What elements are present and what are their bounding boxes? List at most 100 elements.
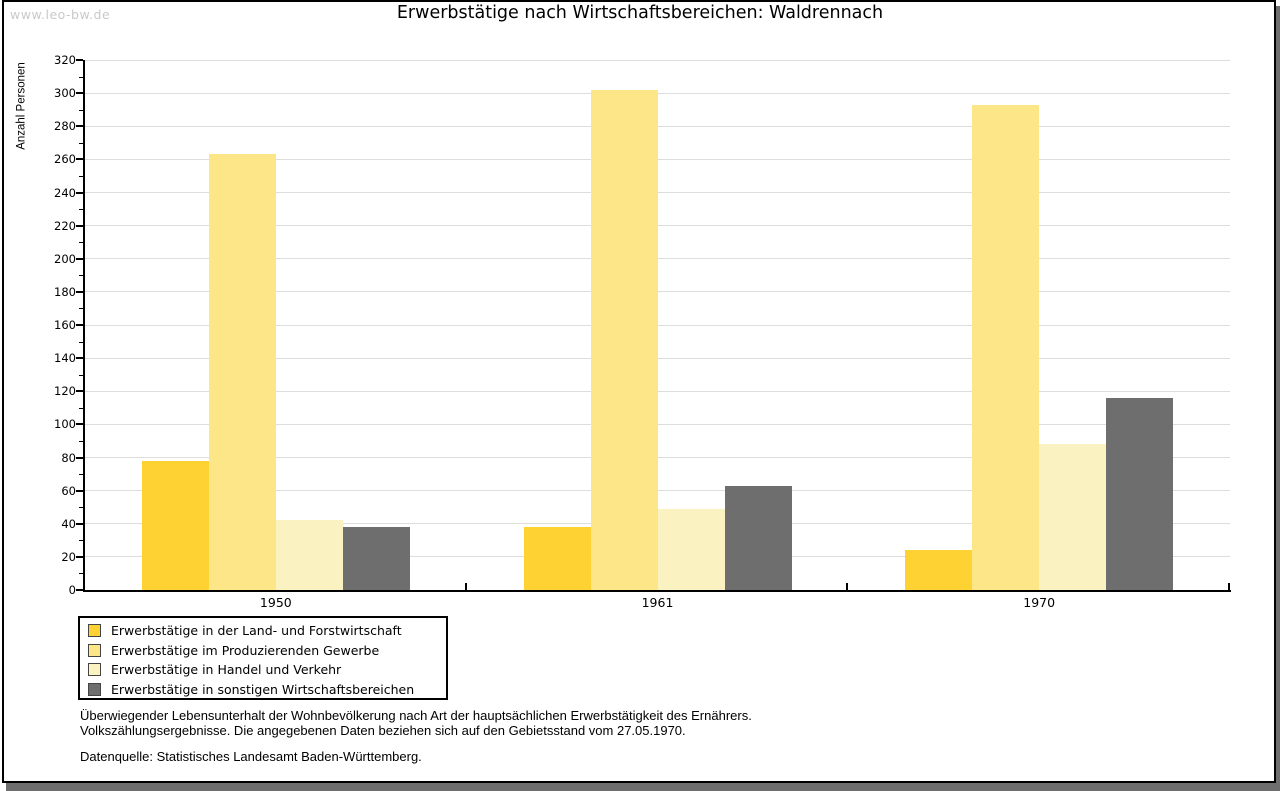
- gridline: [85, 192, 1230, 193]
- gridline: [85, 357, 1230, 359]
- y-minor-tick: [79, 308, 84, 310]
- legend-swatch-3: [88, 663, 101, 677]
- x-category-label-1950: 1950: [259, 595, 292, 610]
- y-major-tick: [76, 257, 83, 260]
- bar-1950-series3: [275, 520, 343, 590]
- gridline: [85, 490, 1230, 492]
- y-major-tick: [76, 191, 83, 194]
- bar-chart: Anzahl Personen 0 20 40 60 80 100 120 140 160 180…: [15, 53, 1231, 610]
- legend-label-2: Erwerbstätige im Produzierenden Gewerbe: [111, 642, 380, 658]
- footnote-line-1: Überwiegender Lebensunterhalt der Wohnbe…: [80, 708, 752, 723]
- bar-1961-series4: [724, 485, 792, 590]
- y-major-tick: [76, 456, 83, 459]
- y-tick-label: 300: [54, 86, 76, 101]
- y-major-tick: [76, 522, 83, 525]
- y-tick-label: 120: [54, 384, 76, 399]
- y-major-tick: [76, 324, 83, 326]
- bar-1970-series4: [1106, 397, 1174, 590]
- gridline: [85, 225, 1230, 227]
- y-major-tick: [76, 158, 83, 161]
- gridline: [85, 390, 1230, 392]
- chart-legend: Erwerbstätige in der Land- und Forstwirt…: [78, 616, 448, 700]
- x-category-label-1961: 1961: [641, 595, 674, 610]
- gridline: [85, 125, 1230, 127]
- y-tick-label: 80: [61, 450, 76, 465]
- gridline: [85, 59, 1230, 61]
- legend-item-3: Erwerbstätige in Handel und Verkehr: [80, 660, 446, 680]
- y-major-tick: [76, 555, 83, 558]
- bar-1961-series3: [657, 508, 725, 590]
- gridline: [85, 158, 1230, 160]
- bar-1961-series2: [590, 89, 658, 590]
- y-tick-label: 140: [54, 351, 76, 366]
- y-minor-tick: [79, 374, 84, 376]
- page-title: Erwerbstätige nach Wirtschaftsbereichen:…: [396, 3, 884, 23]
- y-minor-tick: [79, 275, 84, 277]
- legend-item-4: Erwerbstätige in sonstigen Wirtschaftsbe…: [80, 680, 446, 700]
- y-major-tick: [76, 589, 83, 591]
- y-tick-label: 260: [54, 152, 76, 167]
- y-major-tick: [76, 92, 83, 95]
- y-tick-label: 60: [61, 483, 76, 498]
- legend-swatch-2: [88, 643, 101, 657]
- y-tick-label: 200: [54, 251, 76, 266]
- y-tick-label: 0: [68, 583, 76, 597]
- legend-swatch-4: [88, 682, 101, 696]
- y-major-tick: [76, 390, 83, 393]
- bar-1950-series1: [141, 460, 209, 590]
- y-minor-tick: [79, 407, 84, 409]
- y-tick-label: 100: [54, 417, 76, 432]
- gridline: [85, 258, 1230, 260]
- y-tick-label: 220: [54, 218, 76, 233]
- y-tick-label: 40: [61, 516, 76, 531]
- legend-swatch-1: [88, 624, 101, 638]
- watermark: www.leo-bw.de: [10, 7, 111, 22]
- x-boundary-tick: [846, 583, 849, 590]
- y-minor-tick: [79, 474, 84, 476]
- x-boundary-tick: [83, 583, 85, 590]
- y-minor-tick: [79, 142, 84, 144]
- y-major-tick: [76, 125, 83, 128]
- legend-label-4: Erwerbstätige in sonstigen Wirtschaftsbe…: [111, 681, 415, 697]
- y-minor-tick: [79, 76, 84, 78]
- y-minor-tick: [79, 540, 84, 542]
- y-major-tick: [76, 357, 83, 360]
- x-category-label-1970: 1970: [1023, 595, 1056, 610]
- y-major-tick: [76, 224, 83, 227]
- data-source-text: Datenquelle: Statistisches Landesamt Bad…: [80, 749, 422, 764]
- y-minor-tick: [79, 341, 84, 343]
- y-minor-tick: [79, 573, 84, 575]
- y-axis-line: [83, 60, 85, 592]
- bar-1970-series3: [1039, 444, 1107, 590]
- legend-item-2: Erwerbstätige im Produzierenden Gewerbe: [80, 641, 446, 661]
- y-tick-label: 320: [54, 53, 76, 67]
- bar-1961-series1: [523, 527, 591, 590]
- y-axis-title: Anzahl Personen: [15, 62, 28, 150]
- plot-area: [85, 59, 1230, 590]
- y-minor-tick: [79, 440, 84, 442]
- x-axis-line: [83, 590, 1231, 592]
- y-minor-tick: [79, 507, 84, 509]
- gridline: [85, 92, 1230, 94]
- bar-1950-series2: [208, 154, 276, 590]
- gridline: [85, 457, 1230, 458]
- y-tick-label: 160: [54, 318, 76, 332]
- y-minor-tick: [79, 242, 84, 244]
- legend-item-1: Erwerbstätige in der Land- und Forstwirt…: [80, 621, 446, 641]
- footnote-line-2: Volkszählungsergebnisse. Die angegebenen…: [80, 722, 686, 738]
- gridline: [85, 423, 1230, 425]
- legend-label-1: Erwerbstätige in der Land- und Forstwirt…: [111, 623, 402, 639]
- y-tick-label: 20: [61, 549, 76, 564]
- gridline: [85, 324, 1230, 326]
- y-major-tick: [76, 489, 83, 492]
- frame-shadow-bottom: [6, 783, 1280, 791]
- bar-1970-series1: [905, 550, 973, 590]
- y-major-tick: [76, 59, 83, 61]
- x-boundary-tick: [464, 583, 467, 590]
- y-minor-tick: [79, 209, 84, 211]
- y-tick-label: 280: [54, 119, 76, 134]
- frame-shadow-right: [1276, 6, 1280, 791]
- y-tick-label: 240: [54, 185, 76, 200]
